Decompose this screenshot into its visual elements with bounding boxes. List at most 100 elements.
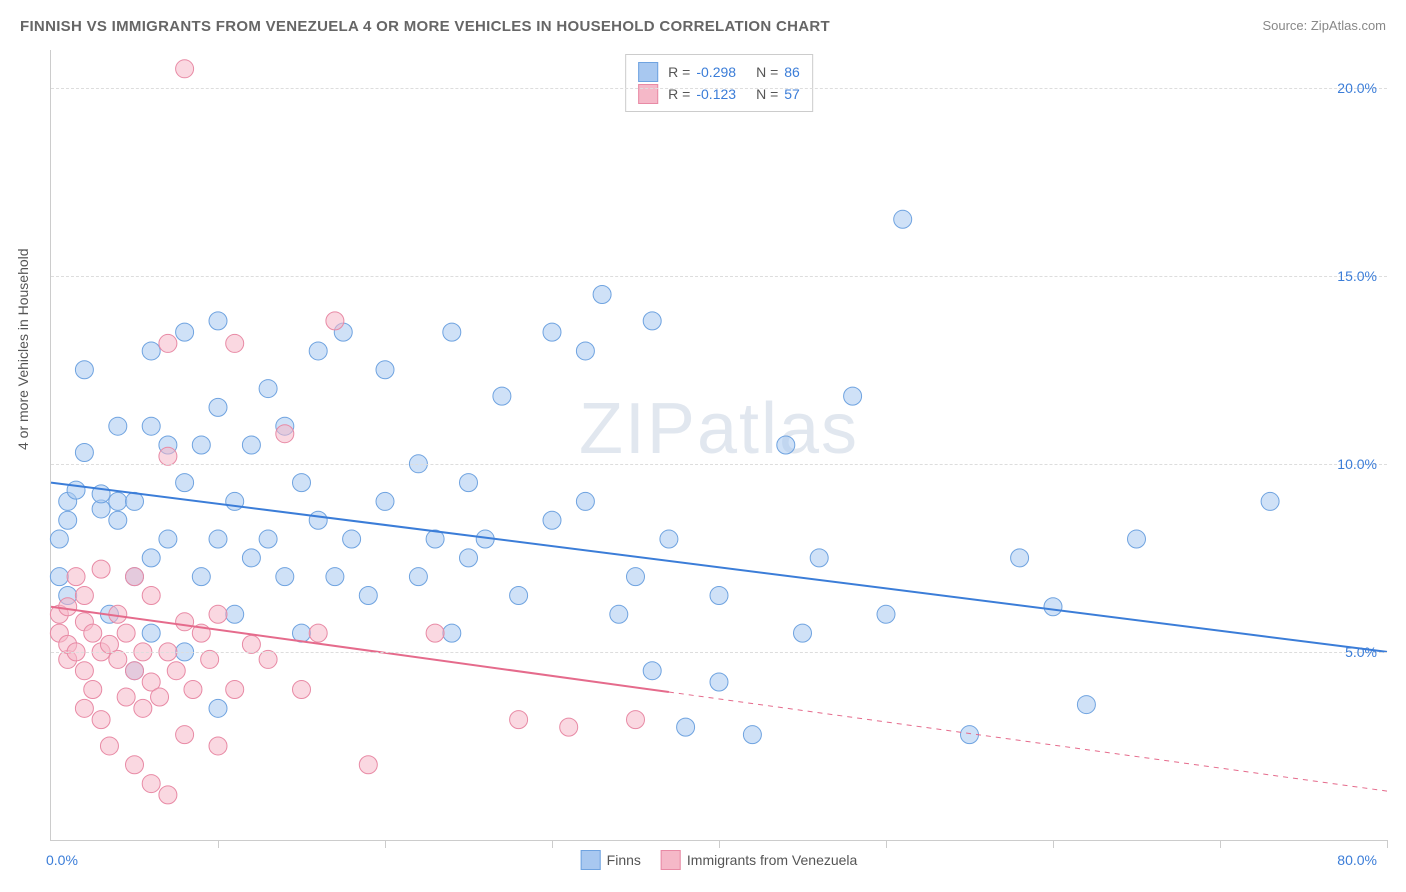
- data-point: [326, 312, 344, 330]
- x-tick: [385, 840, 386, 848]
- r-value-1: -0.298: [696, 64, 736, 80]
- data-point: [59, 598, 77, 616]
- data-point: [109, 417, 127, 435]
- data-point: [593, 286, 611, 304]
- data-point: [259, 650, 277, 668]
- data-point: [226, 681, 244, 699]
- y-axis-label: 4 or more Vehicles in Household: [15, 248, 31, 450]
- data-point: [192, 436, 210, 454]
- legend-item-venezuela: Immigrants from Venezuela: [661, 850, 857, 870]
- data-point: [242, 436, 260, 454]
- data-point: [192, 568, 210, 586]
- data-point: [126, 568, 144, 586]
- data-point: [92, 560, 110, 578]
- data-point: [460, 549, 478, 567]
- x-axis-min-label: 0.0%: [46, 852, 78, 868]
- data-point: [126, 756, 144, 774]
- data-point: [176, 60, 194, 78]
- data-point: [309, 342, 327, 360]
- data-point: [627, 568, 645, 586]
- data-point: [309, 624, 327, 642]
- data-point: [184, 681, 202, 699]
- gridline: [51, 276, 1387, 277]
- data-point: [142, 417, 160, 435]
- legend-swatch-pink: [661, 850, 681, 870]
- data-point: [710, 673, 728, 691]
- data-point: [84, 681, 102, 699]
- data-point: [576, 342, 594, 360]
- data-point: [226, 334, 244, 352]
- data-point: [510, 711, 528, 729]
- data-point: [877, 605, 895, 623]
- data-point: [226, 492, 244, 510]
- n-label: N =: [756, 64, 778, 80]
- gridline: [51, 464, 1387, 465]
- data-point: [293, 681, 311, 699]
- data-point: [359, 586, 377, 604]
- data-point: [159, 530, 177, 548]
- chart-title: FINNISH VS IMMIGRANTS FROM VENEZUELA 4 O…: [20, 18, 830, 35]
- data-point: [610, 605, 628, 623]
- data-point: [844, 387, 862, 405]
- legend-label: Finns: [607, 852, 641, 868]
- data-point: [276, 425, 294, 443]
- data-point: [259, 530, 277, 548]
- x-tick: [218, 840, 219, 848]
- data-point: [126, 662, 144, 680]
- data-point: [1128, 530, 1146, 548]
- data-point: [627, 711, 645, 729]
- x-tick: [719, 840, 720, 848]
- data-point: [201, 650, 219, 668]
- legend-swatch-blue: [638, 62, 658, 82]
- data-point: [117, 624, 135, 642]
- x-tick: [1053, 840, 1054, 848]
- data-point: [100, 737, 118, 755]
- data-point: [510, 586, 528, 604]
- data-point: [743, 726, 761, 744]
- data-point: [75, 586, 93, 604]
- legend-stats-row-2: R = -0.123 N = 57: [638, 83, 800, 105]
- data-point: [576, 492, 594, 510]
- data-point: [159, 334, 177, 352]
- data-point: [276, 568, 294, 586]
- data-point: [543, 511, 561, 529]
- data-point: [176, 726, 194, 744]
- y-tick-label: 15.0%: [1337, 268, 1377, 284]
- data-point: [326, 568, 344, 586]
- data-point: [50, 568, 68, 586]
- data-point: [109, 650, 127, 668]
- data-point: [126, 492, 144, 510]
- data-point: [142, 586, 160, 604]
- data-point: [142, 624, 160, 642]
- data-point: [134, 699, 152, 717]
- data-point: [376, 361, 394, 379]
- y-tick-label: 5.0%: [1345, 644, 1377, 660]
- x-axis-max-label: 80.0%: [1337, 852, 1377, 868]
- data-point: [543, 323, 561, 341]
- data-point: [50, 530, 68, 548]
- data-point: [142, 549, 160, 567]
- trend-line-extrapolated: [669, 692, 1387, 791]
- legend-item-finns: Finns: [581, 850, 641, 870]
- data-point: [443, 323, 461, 341]
- data-point: [794, 624, 812, 642]
- data-point: [75, 699, 93, 717]
- data-point: [660, 530, 678, 548]
- data-point: [142, 775, 160, 793]
- data-point: [443, 624, 461, 642]
- data-point: [67, 568, 85, 586]
- data-point: [343, 530, 361, 548]
- y-tick-label: 20.0%: [1337, 80, 1377, 96]
- data-point: [293, 474, 311, 492]
- legend-swatch-blue: [581, 850, 601, 870]
- data-point: [209, 605, 227, 623]
- data-point: [810, 549, 828, 567]
- data-point: [75, 662, 93, 680]
- data-point: [159, 786, 177, 804]
- y-tick-label: 10.0%: [1337, 456, 1377, 472]
- x-tick: [552, 840, 553, 848]
- data-point: [777, 436, 795, 454]
- data-point: [1261, 492, 1279, 510]
- data-point: [226, 605, 244, 623]
- data-point: [167, 662, 185, 680]
